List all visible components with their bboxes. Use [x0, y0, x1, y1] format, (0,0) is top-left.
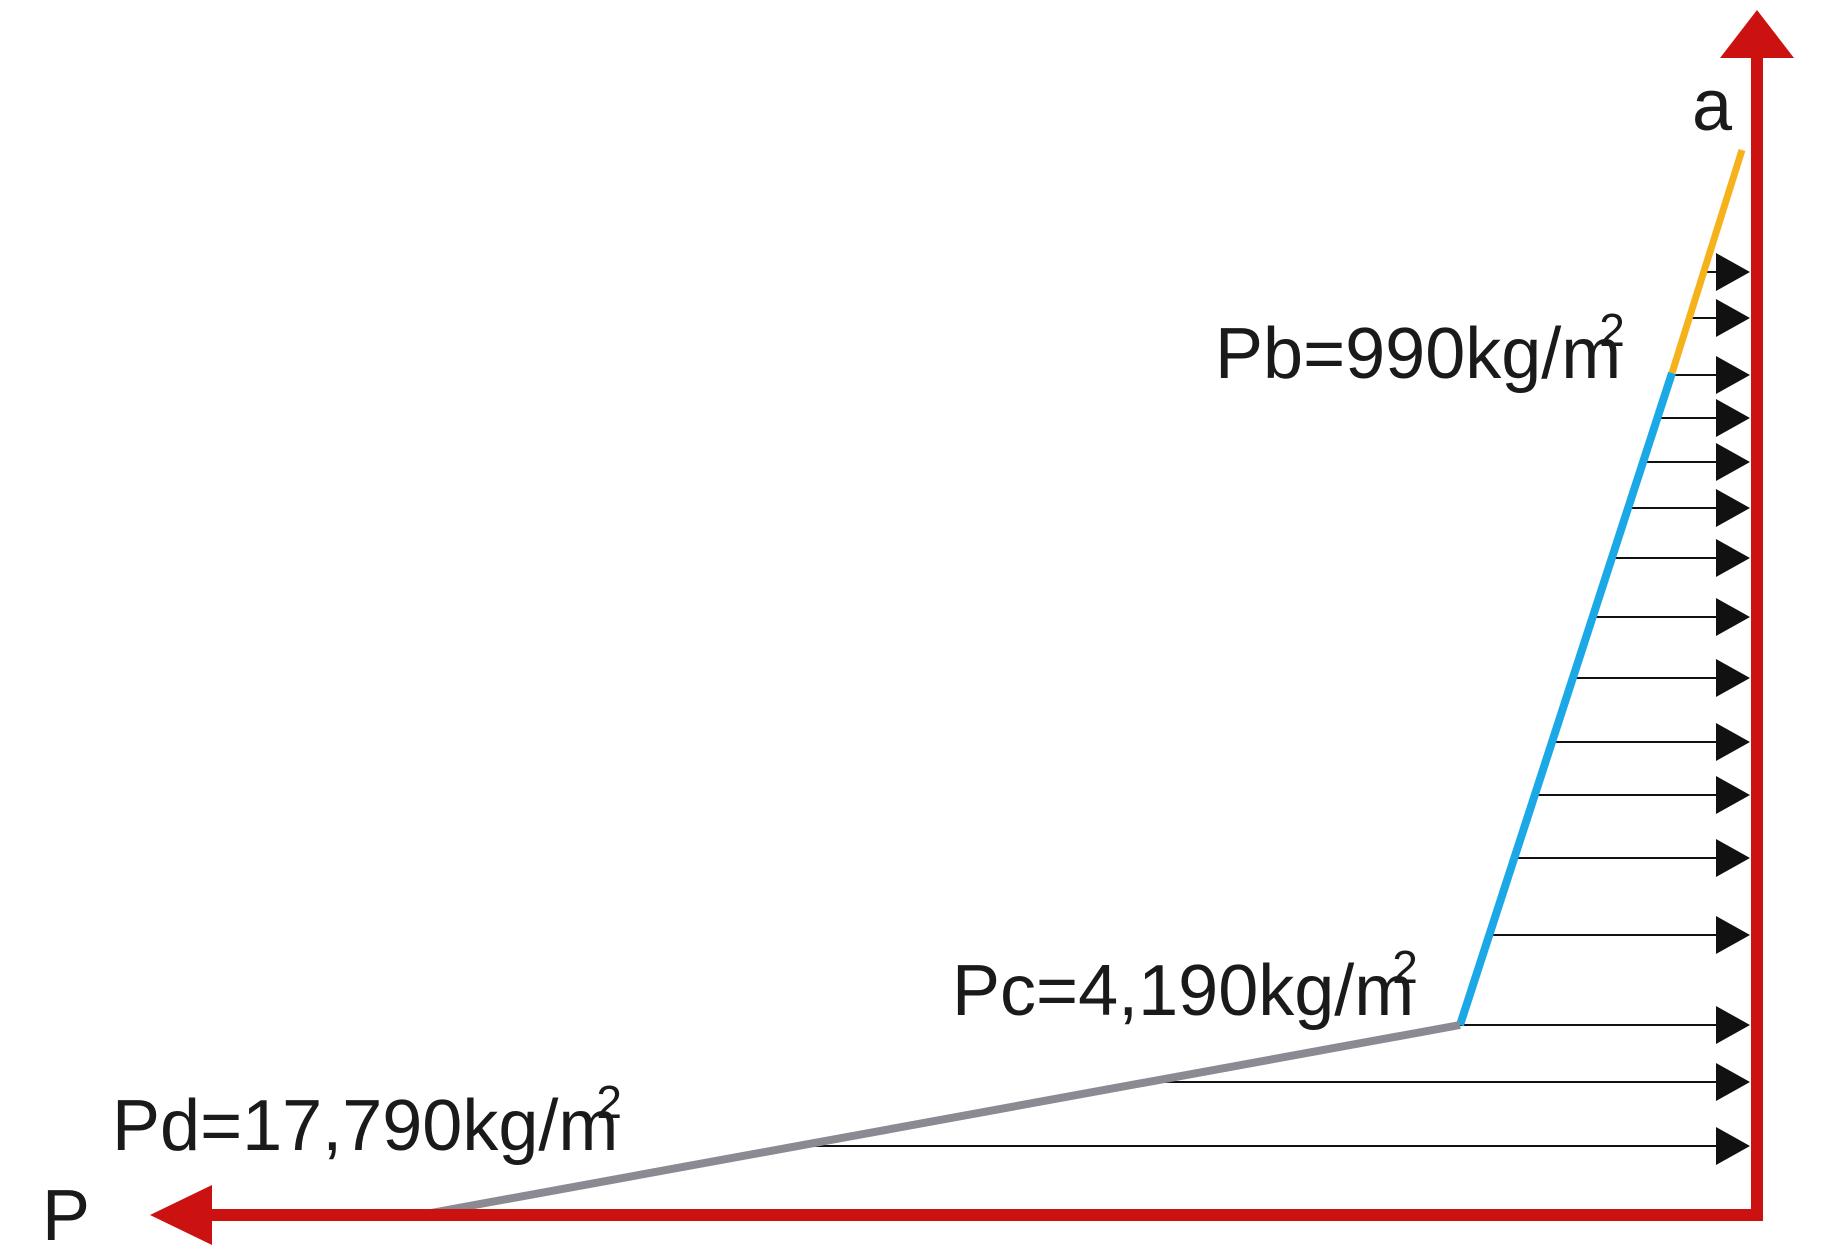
- load-arrowhead-icon: [1716, 839, 1750, 877]
- axis-p-label: P: [42, 1176, 90, 1256]
- segment-a-b: [1668, 148, 1746, 375]
- point-a-label: a: [1692, 66, 1733, 146]
- load-arrowhead-icon: [1716, 489, 1750, 527]
- pb-label: Pb=990kg/m2: [1215, 304, 1625, 394]
- load-arrowhead-icon: [1716, 1063, 1750, 1101]
- horizontal-axis-arrowhead-icon: [150, 1185, 212, 1245]
- segment-c-d: [419, 1021, 1461, 1219]
- pd-label-exponent: 2: [596, 1076, 622, 1128]
- pb-label-exponent: 2: [1599, 304, 1625, 356]
- load-arrowhead-icon: [1716, 253, 1750, 291]
- vertical-axis-arrowhead-icon: [1720, 10, 1794, 58]
- load-arrowhead-icon: [1716, 443, 1750, 481]
- pd-label-text: Pd=17,790kg/m: [112, 1086, 618, 1166]
- load-arrowhead-icon: [1716, 299, 1750, 337]
- pb-label-text: Pb=990kg/m: [1215, 314, 1621, 394]
- load-arrowhead-icon: [1716, 776, 1750, 814]
- pd-label: Pd=17,790kg/m2: [112, 1076, 622, 1166]
- load-arrowhead-icon: [1716, 723, 1750, 761]
- load-arrowhead-icon: [1716, 1006, 1750, 1044]
- pc-label: Pc=4,190kg/m2: [952, 941, 1418, 1031]
- load-arrowhead-icon: [1716, 399, 1750, 437]
- load-arrowhead-icon: [1716, 356, 1750, 394]
- load-arrowhead-icon: [1716, 539, 1750, 577]
- load-arrowhead-icon: [1716, 1127, 1750, 1165]
- load-arrowhead-icon: [1716, 659, 1750, 697]
- pc-label-exponent: 2: [1392, 941, 1418, 993]
- load-arrows: [797, 253, 1750, 1165]
- segment-b-c: [1456, 371, 1676, 1027]
- load-arrowhead-icon: [1716, 598, 1750, 636]
- load-arrowhead-icon: [1716, 916, 1750, 954]
- pc-label-text: Pc=4,190kg/m: [952, 951, 1414, 1031]
